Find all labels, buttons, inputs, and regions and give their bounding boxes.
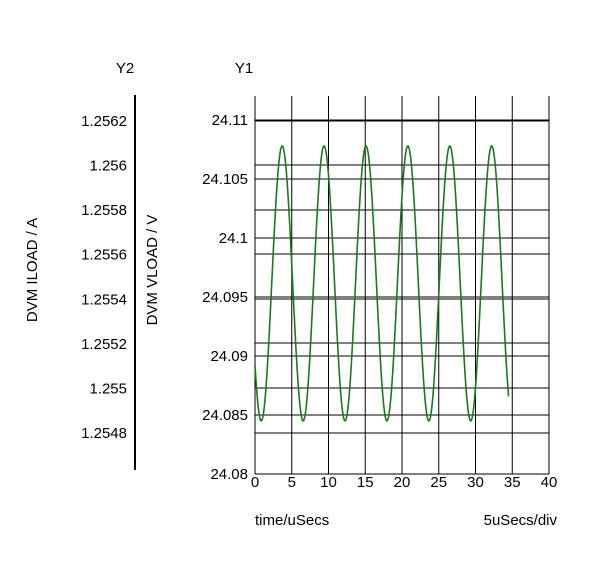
y2-tick-label: 1.255 <box>89 380 127 397</box>
x-tick-labels: 0 5 10 15 20 25 30 35 40 <box>251 474 558 491</box>
y1-tick-label: 24.09 <box>210 348 248 365</box>
grid <box>254 96 550 475</box>
y1-tick-label: 24.095 <box>202 289 248 306</box>
x-tick-label: 10 <box>320 474 337 491</box>
y1-tick-label: 24.105 <box>202 171 248 188</box>
y2-tick-label: 1.256 <box>89 158 127 175</box>
y2-axis-label: DVM ILOAD / A <box>24 218 41 322</box>
y2-tick-label: 1.2554 <box>81 291 127 308</box>
x-scale-label: 5uSecs/div <box>484 512 558 529</box>
plot-area <box>254 145 510 422</box>
y2-tick-label: 1.2556 <box>81 247 127 264</box>
y1-tick-label: 24.08 <box>210 466 248 483</box>
y2-header: Y2 <box>116 60 134 77</box>
y1-header: Y1 <box>235 60 253 77</box>
y2-tick-label: 1.2558 <box>81 202 127 219</box>
y2-tick-labels: 1.2548 1.255 1.2552 1.2554 1.2556 1.2558 1.256… <box>81 113 127 442</box>
y2-tick-label: 1.2552 <box>81 336 127 353</box>
x-tick-label: 20 <box>394 474 411 491</box>
x-tick-label: 30 <box>467 474 484 491</box>
x-tick-label: 15 <box>357 474 374 491</box>
y1-tick-label: 24.1 <box>219 230 248 247</box>
y1-tick-label: 24.085 <box>202 407 248 424</box>
y1-tick-labels: 24.08 24.085 24.09 24.095 24.1 24.105 24.11 <box>202 112 248 483</box>
y2-tick-label: 1.2562 <box>81 113 127 130</box>
x-tick-label: 40 <box>541 474 558 491</box>
x-tick-label: 25 <box>430 474 447 491</box>
x-tick-label: 0 <box>251 474 259 491</box>
y1-axis-label: DVM VLOAD / V <box>144 215 161 326</box>
x-tick-label: 5 <box>288 474 296 491</box>
y2-tick-label: 1.2548 <box>81 425 127 442</box>
x-tick-label: 35 <box>504 474 521 491</box>
x-axis-label: time/uSecs <box>255 512 329 529</box>
y1-tick-label: 24.11 <box>212 112 248 129</box>
series-line <box>254 145 510 422</box>
